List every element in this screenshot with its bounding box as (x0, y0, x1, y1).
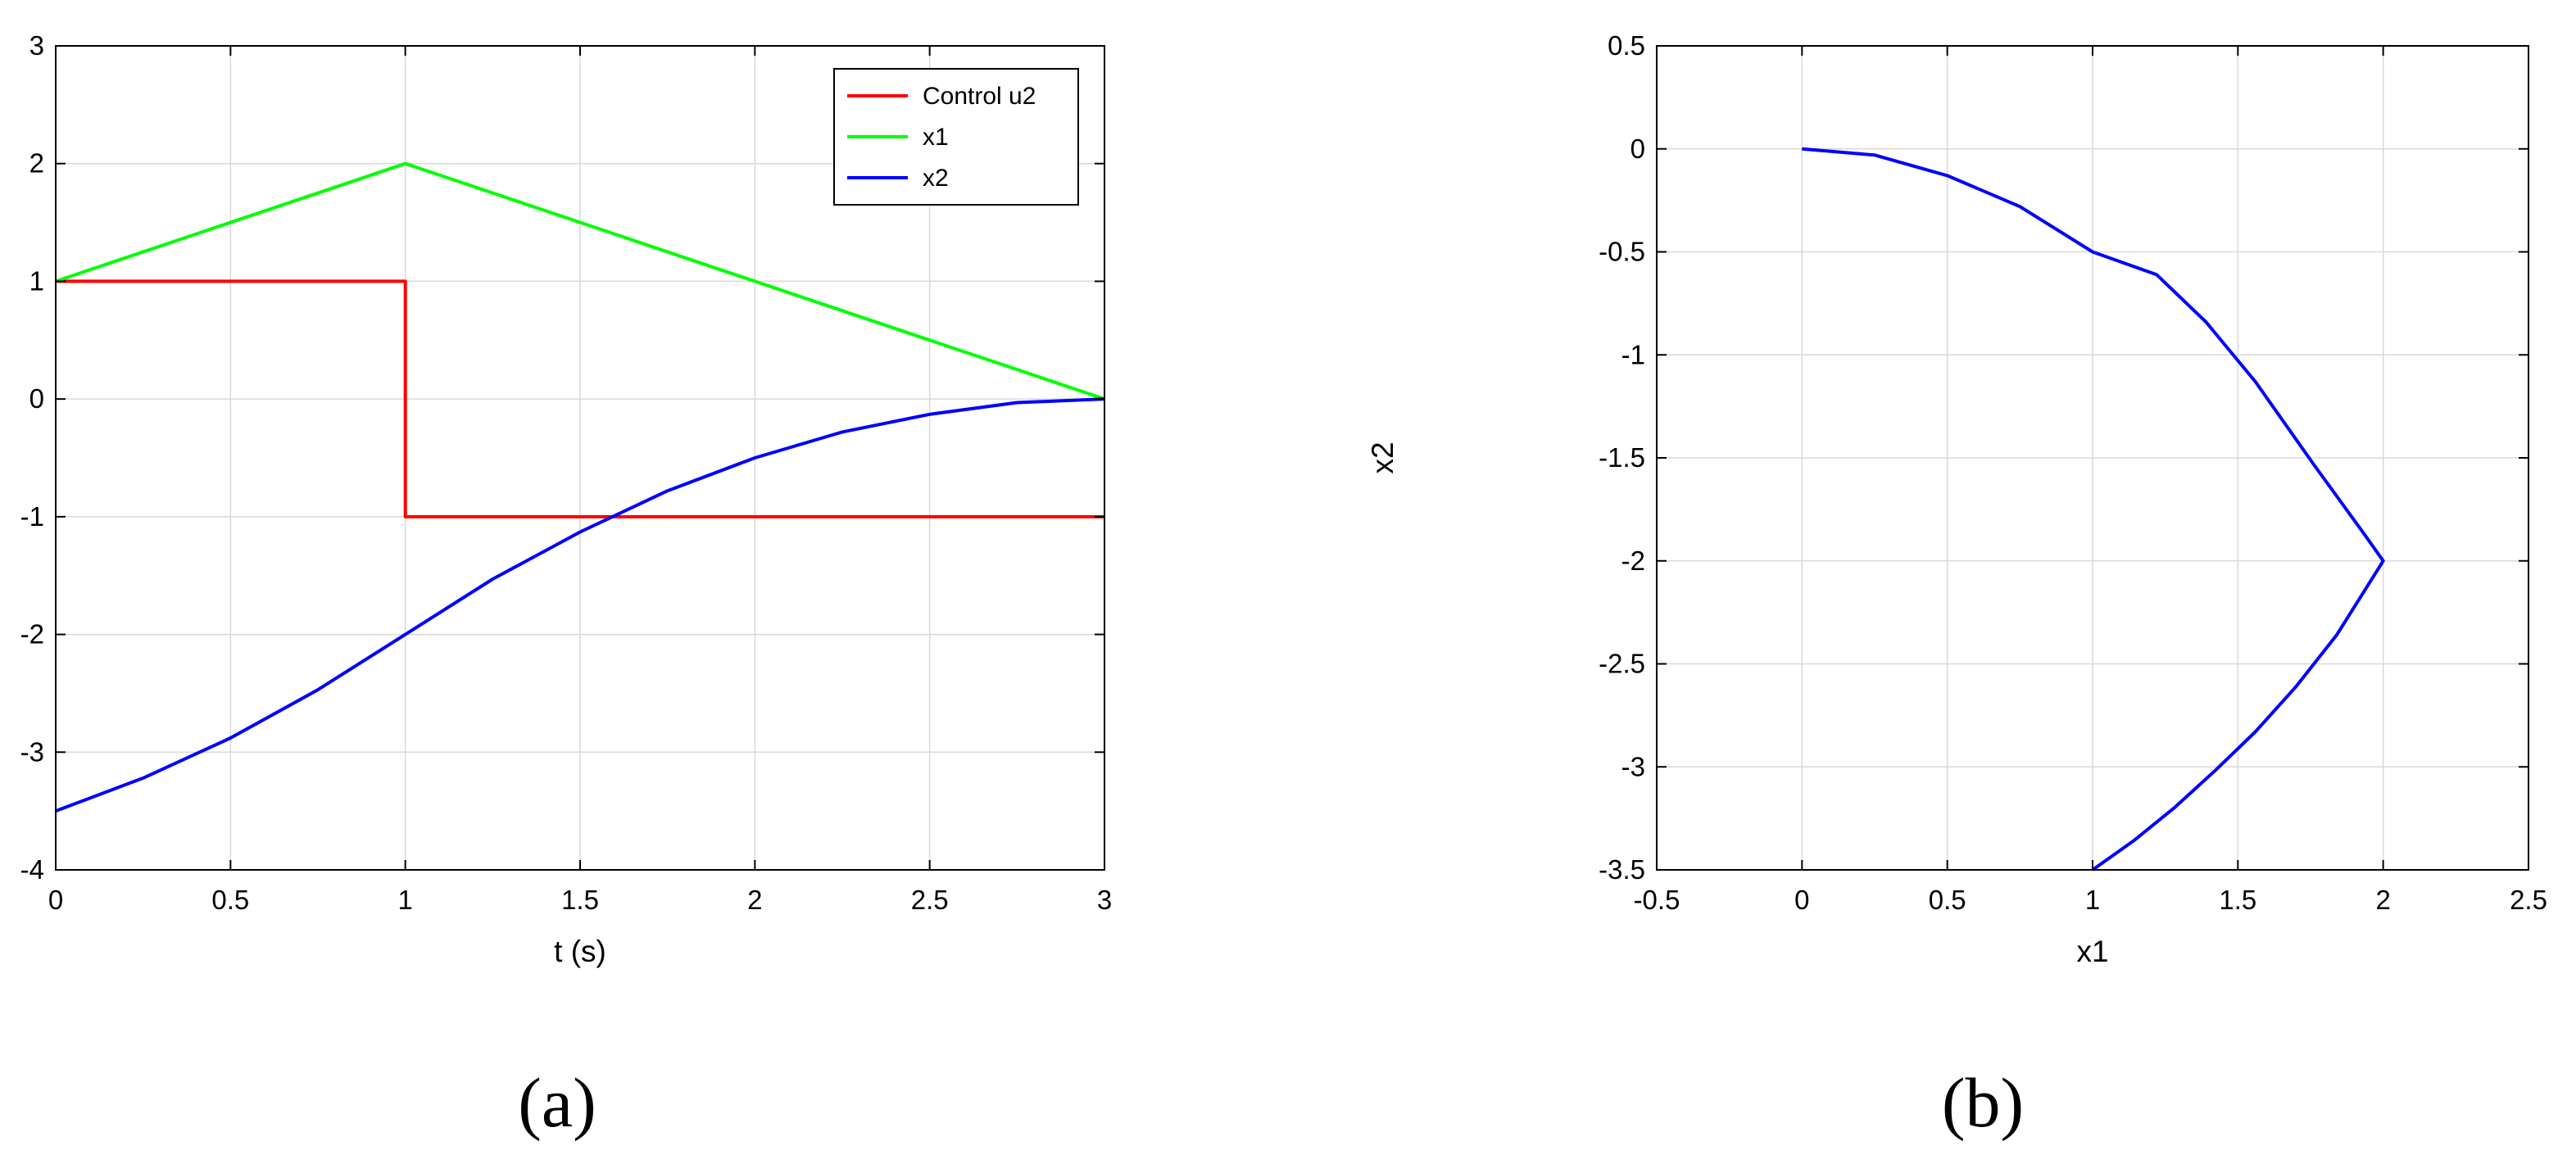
chart-b: -0.5 0 0.5 1 1.5 2 2.5 -3.5 -3 -2.5 -2 -1.5 -1 -0.5 0 0… (1366, 30, 2547, 1142)
x-tick-label: 3 (1097, 885, 1112, 915)
series-line-x2 (55, 397, 1105, 813)
y-tick-label: -1 (1621, 339, 1645, 369)
y-tick-label: -3 (20, 736, 44, 767)
y-tick-label: -1 (20, 501, 44, 532)
chart-a: 0 0.5 1 1.5 2 2.5 3 -4 -3 -2 -1 0 1 2 3 t (s) Control … (20, 30, 1113, 1142)
ticks-a: 0 0.5 1 1.5 2 2.5 3 -4 -3 -2 -1 0 1 2 3 (20, 30, 1113, 915)
x-tick-label: 1 (2085, 885, 2100, 915)
y-tick-label: 0 (1630, 134, 1645, 164)
y-tick-label: -1.5 (1599, 442, 1645, 473)
x-tick-label: 0 (1794, 885, 1809, 915)
legend-label: x1 (923, 124, 949, 151)
x-axis-label-a: t (s) (554, 935, 606, 968)
series-line-control-u2 (56, 279, 1104, 518)
series-group-a (55, 161, 1105, 813)
y-tick-label: -2.5 (1599, 649, 1645, 679)
x-tick-label: 2 (747, 885, 762, 915)
ticks-b: -0.5 0 0.5 1 1.5 2 2.5 -3.5 -3 -2.5 -2 -1.5 -1 -0.5 0 0… (1599, 30, 2547, 915)
legend-label: x2 (923, 165, 949, 192)
y-tick-label: -3.5 (1599, 854, 1645, 885)
x-tick-label: 2.5 (911, 885, 949, 915)
y-tick-label: 0 (29, 383, 44, 414)
y-axis-label-b: x2 (1366, 441, 1399, 473)
series-line-x1 (55, 161, 1105, 401)
legend-a: Control u2 x1 x2 (833, 68, 1079, 206)
y-tick-label: 0.5 (1608, 30, 1645, 61)
x-tick-label: 0.5 (1929, 885, 1966, 915)
x-tick-label: 1.5 (2219, 885, 2256, 915)
series-group-b (1802, 147, 2385, 872)
caption-a: (a) (518, 1063, 596, 1142)
x-tick-label: 0.5 (211, 885, 249, 915)
y-tick-label: -4 (20, 854, 44, 885)
legend-label: Control u2 (923, 83, 1036, 110)
y-tick-label: -0.5 (1599, 237, 1645, 267)
y-tick-label: -2 (20, 619, 44, 650)
x-tick-label: 1.5 (561, 885, 599, 915)
y-tick-label: 2 (29, 148, 44, 179)
y-tick-label: 1 (29, 265, 44, 296)
x-tick-label: 0 (48, 885, 63, 915)
x-axis-label-b: x1 (2076, 935, 2108, 968)
x-tick-label: 1 (397, 885, 412, 915)
trajectory-line (1802, 147, 2385, 872)
caption-b: (b) (1942, 1063, 2024, 1142)
y-tick-label: -3 (1621, 751, 1645, 781)
y-tick-label: -2 (1621, 546, 1645, 576)
x-tick-label: 2 (2375, 885, 2390, 915)
x-tick-label: -0.5 (1634, 885, 1680, 915)
x-tick-label: 2.5 (2510, 885, 2547, 915)
y-tick-label: 3 (29, 30, 44, 61)
